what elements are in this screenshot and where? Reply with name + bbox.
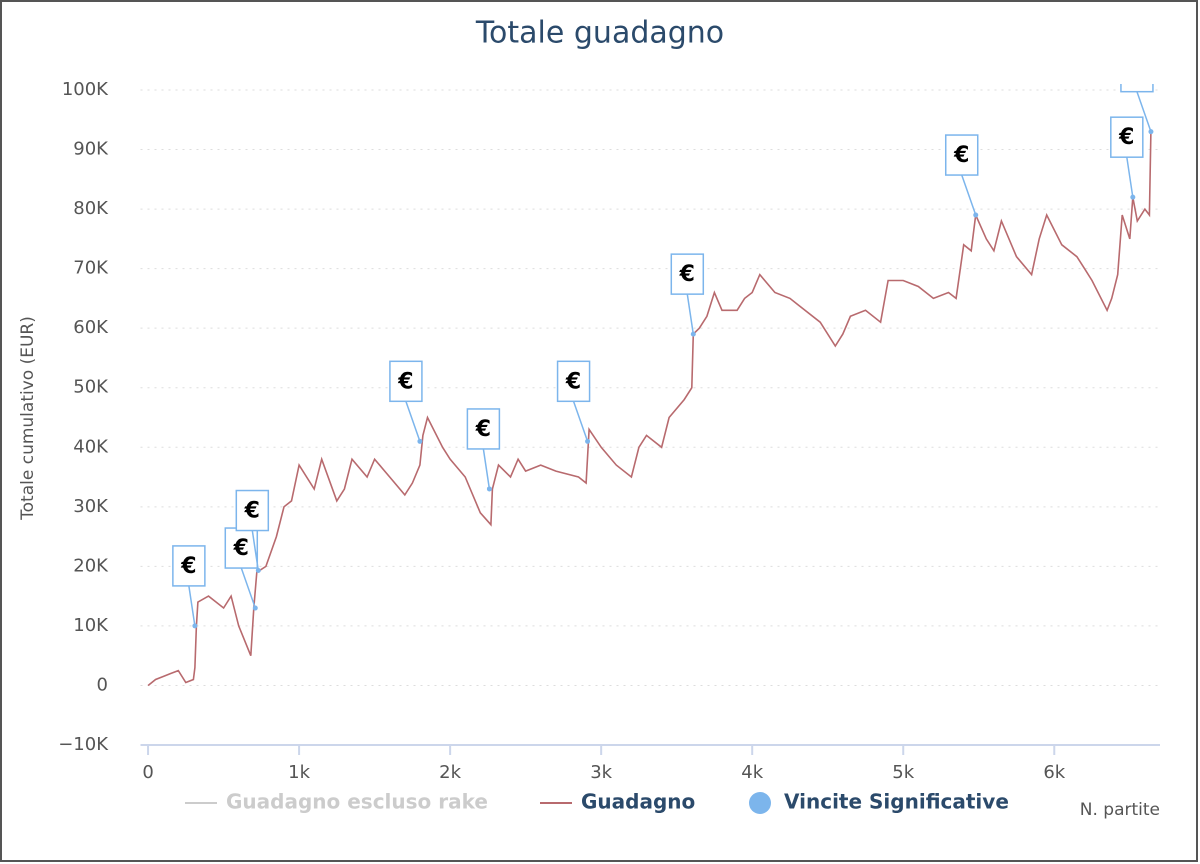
- flag-label: €: [180, 554, 196, 579]
- legend-symbol: [749, 792, 771, 814]
- y-axis-label: Totale cumulativo (EUR): [18, 316, 38, 521]
- flag-label: €: [244, 499, 260, 524]
- flag-box: [389, 360, 423, 403]
- flag-connector: [961, 174, 977, 216]
- highlight-point: [585, 438, 591, 444]
- flag-box: [556, 360, 591, 403]
- plot: € € € € € € € € € €: [147, 60, 1154, 687]
- flag-connector: [251, 530, 260, 571]
- y-tick-label: 100K: [62, 79, 109, 100]
- x-tick-label: 4k: [741, 762, 763, 783]
- highlight-point: [417, 438, 423, 444]
- x-axis-label: N. partite: [1080, 800, 1160, 820]
- y-tick-label: 20K: [73, 555, 109, 576]
- flag-box: [466, 408, 501, 450]
- highlight-point: [1148, 129, 1154, 135]
- flag-box: [944, 134, 979, 176]
- flag-connector: [572, 401, 589, 442]
- flag-box: [172, 545, 206, 587]
- highlight-point: [486, 486, 492, 492]
- flag-connector: [188, 585, 196, 627]
- y-tick-label: 70K: [73, 258, 109, 279]
- y-tick-label: 80K: [73, 198, 109, 219]
- y-tick-label: 60K: [73, 317, 109, 338]
- legend: Guadagno escluso rake Guadagno Vincite Sig…: [185, 790, 1009, 814]
- x-tick-label: 0: [142, 762, 153, 783]
- highlight-point: [973, 212, 979, 218]
- flag-connector: [240, 567, 256, 609]
- x-tick-label: 5k: [892, 762, 914, 783]
- flag-connector: [686, 294, 695, 335]
- flag-box: [1120, 84, 1154, 93]
- flag-box: [224, 527, 259, 569]
- x-tick-label: 3k: [590, 762, 612, 783]
- highlight-point: [252, 605, 258, 611]
- highlight-point: [690, 331, 696, 337]
- x-tick-label: 2k: [439, 762, 461, 783]
- grid: [140, 89, 1160, 746]
- flag-label: €: [397, 369, 413, 394]
- flag-label: €: [679, 262, 695, 287]
- chart-title: Totale guadagno: [475, 16, 724, 51]
- flag-label: €: [1128, 60, 1144, 85]
- y-tick-label: −10K: [58, 734, 109, 755]
- flag-box: [235, 489, 270, 532]
- y-tick-label: 10K: [73, 615, 109, 636]
- x-tick-label: 1k: [288, 762, 310, 783]
- flag-label: €: [475, 417, 491, 442]
- y-tick-label: 90K: [73, 139, 109, 160]
- highlight-point: [192, 623, 198, 629]
- y-tick-label: 40K: [73, 436, 109, 457]
- flag-connector: [1126, 157, 1134, 198]
- line: [147, 131, 1152, 687]
- highlight-point: [255, 568, 261, 574]
- highlight-point: [1130, 194, 1136, 200]
- y-tick-label: 50K: [73, 377, 109, 398]
- flag-label: €: [565, 369, 581, 394]
- flag-box: [1110, 116, 1144, 158]
- y-tick-label: 0: [97, 674, 108, 695]
- flag-connector: [405, 401, 421, 442]
- flag-label: €: [953, 143, 969, 168]
- y-tick-label: 30K: [73, 496, 109, 517]
- flag-connector: [482, 448, 491, 490]
- x-tick-label: 6k: [1043, 762, 1065, 783]
- flag-connector: [1136, 91, 1152, 132]
- legend-label: Guadagno: [581, 790, 695, 814]
- flag-label: €: [233, 536, 249, 561]
- flag-label: €: [1118, 125, 1134, 150]
- flag-box: [670, 253, 705, 295]
- legend-label: Guadagno escluso rake: [226, 790, 488, 814]
- legend-label: Vincite Significative: [784, 790, 1009, 814]
